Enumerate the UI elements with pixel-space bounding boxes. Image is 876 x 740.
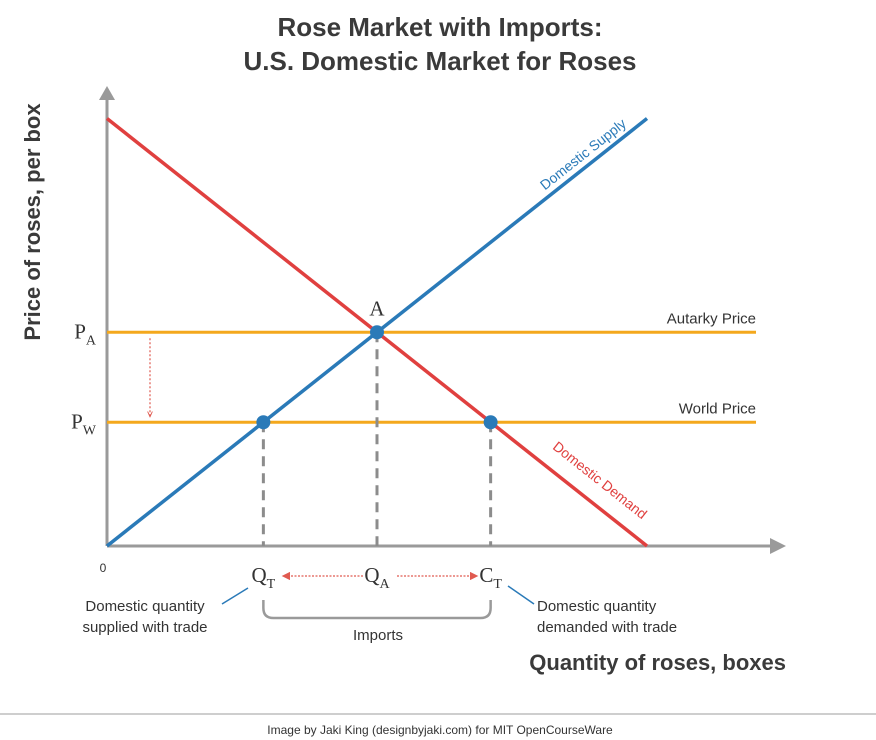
quantity-tick-qt: QT (252, 563, 276, 592)
demanded-with-trade-line1: Domestic quantity (537, 598, 657, 615)
chart-title-line2: U.S. Domestic Market for Roses (243, 46, 636, 76)
quantity-tick-ct-main: C (479, 563, 493, 587)
origin-label: 0 (100, 561, 107, 575)
world-demand-point (483, 415, 498, 430)
price-tick-world-sub: W (83, 423, 97, 438)
quantity-tick-qa-main: Q (364, 563, 379, 587)
price-tick-world-main: P (71, 409, 83, 433)
callout-line-supplied (221, 587, 249, 605)
x-axis-title: Quantity of roses, boxes (529, 650, 786, 675)
quantity-tick-qt-sub: T (267, 577, 276, 592)
equilibrium-point-a-label: A (369, 296, 385, 320)
quantity-tick-qa: QA (364, 563, 390, 592)
price-tick-world: PW (71, 409, 97, 438)
x-axis-arrowhead (770, 538, 786, 554)
quantity-tick-ct: CT (479, 563, 502, 592)
price-tick-autarky: PA (74, 319, 97, 348)
imports-label: Imports (353, 627, 403, 644)
price-tick-autarky-sub: A (86, 333, 97, 348)
y-axis-arrowhead (99, 86, 115, 100)
world-price-label: World Price (679, 400, 756, 417)
chart-title-line1: Rose Market with Imports: (277, 12, 602, 42)
y-axis-title: Price of roses, per box (20, 103, 45, 341)
world-supply-point (256, 415, 271, 430)
image-credit: Image by Jaki King (designbyjaki.com) fo… (267, 723, 613, 737)
price-tick-autarky-main: P (74, 319, 86, 343)
callout-line-demanded (507, 585, 535, 605)
demanded-with-trade-line2: demanded with trade (537, 619, 677, 636)
equilibrium-point-a (370, 325, 384, 340)
autarky-price-label: Autarky Price (667, 310, 756, 327)
supplied-with-trade-line2: supplied with trade (82, 619, 207, 636)
quantity-tick-qt-main: Q (252, 563, 267, 587)
domestic-supply-label: Domestic Supply (537, 115, 629, 193)
quantity-tick-ct-sub: T (493, 577, 502, 592)
quantity-tick-qa-sub: A (380, 577, 391, 592)
supplied-with-trade-line1: Domestic quantity (85, 598, 205, 615)
imports-bracket (262, 600, 492, 620)
